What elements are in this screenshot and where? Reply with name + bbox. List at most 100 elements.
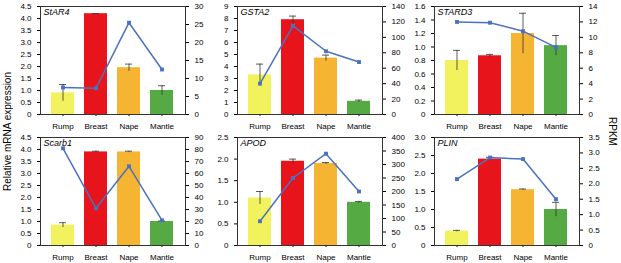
svg-text:3.0: 3.0 [414, 133, 426, 142]
svg-text:150: 150 [392, 201, 406, 210]
svg-text:140: 140 [392, 2, 406, 11]
svg-text:0.5: 0.5 [217, 219, 229, 228]
svg-text:Mantle: Mantle [544, 253, 569, 262]
svg-text:0: 0 [195, 241, 200, 250]
svg-text:400: 400 [392, 133, 406, 142]
svg-text:STARD3: STARD3 [438, 7, 473, 17]
svg-text:70: 70 [195, 157, 204, 166]
svg-text:Rump: Rump [446, 253, 468, 262]
svg-text:200: 200 [392, 187, 406, 196]
svg-text:3.5: 3.5 [20, 26, 32, 35]
svg-text:Mantle: Mantle [347, 253, 372, 262]
svg-text:0.6: 0.6 [414, 70, 426, 79]
svg-text:0: 0 [195, 110, 200, 119]
svg-text:0.8: 0.8 [414, 56, 426, 65]
svg-text:1.0: 1.0 [414, 205, 426, 214]
svg-text:1.5: 1.5 [589, 195, 601, 204]
svg-text:Breast: Breast [84, 122, 108, 131]
svg-text:Breast: Breast [478, 122, 502, 131]
svg-text:2.5: 2.5 [217, 133, 229, 142]
svg-text:1.5: 1.5 [20, 205, 32, 214]
svg-text:2.5: 2.5 [414, 151, 426, 160]
svg-text:Nape: Nape [513, 253, 533, 262]
svg-text:1.5: 1.5 [217, 176, 229, 185]
svg-text:2.0: 2.0 [217, 155, 229, 164]
svg-text:15: 15 [195, 56, 204, 65]
svg-text:0: 0 [589, 110, 594, 119]
svg-text:50: 50 [392, 228, 401, 237]
svg-text:2: 2 [224, 86, 229, 95]
svg-text:0: 0 [27, 110, 32, 119]
svg-text:Nape: Nape [513, 122, 533, 131]
svg-text:Rump: Rump [52, 122, 74, 131]
svg-text:3.0: 3.0 [20, 38, 32, 47]
svg-text:30: 30 [195, 205, 204, 214]
svg-text:3.0: 3.0 [589, 148, 601, 157]
svg-text:2.5: 2.5 [589, 164, 601, 173]
svg-text:4.0: 4.0 [20, 14, 32, 23]
svg-text:1.5: 1.5 [20, 74, 32, 83]
svg-text:2.5: 2.5 [20, 181, 32, 190]
svg-text:40: 40 [195, 193, 204, 202]
svg-text:25: 25 [195, 20, 204, 29]
svg-text:7: 7 [224, 26, 229, 35]
svg-text:GSTA2: GSTA2 [241, 7, 270, 17]
svg-text:1.0: 1.0 [217, 198, 229, 207]
svg-text:60: 60 [195, 169, 204, 178]
svg-text:0: 0 [224, 110, 229, 119]
svg-text:APOD: APOD [240, 138, 267, 148]
svg-text:Rump: Rump [249, 253, 271, 262]
svg-text:0: 0 [589, 241, 594, 250]
svg-text:Rump: Rump [249, 122, 271, 131]
svg-text:80: 80 [195, 145, 204, 154]
svg-text:1.0: 1.0 [20, 86, 32, 95]
svg-text:2.0: 2.0 [20, 62, 32, 71]
svg-text:2.5: 2.5 [20, 50, 32, 59]
svg-text:3.0: 3.0 [20, 169, 32, 178]
svg-text:1.0: 1.0 [589, 210, 601, 219]
svg-text:2: 2 [589, 95, 594, 104]
svg-text:4.5: 4.5 [20, 133, 32, 142]
svg-text:250: 250 [392, 174, 406, 183]
svg-text:StAR4: StAR4 [44, 7, 70, 17]
svg-text:2.0: 2.0 [20, 193, 32, 202]
svg-text:0: 0 [392, 241, 397, 250]
svg-text:50: 50 [195, 181, 204, 190]
svg-text:6: 6 [589, 64, 594, 73]
svg-text:14: 14 [589, 2, 598, 11]
svg-text:350: 350 [392, 147, 406, 156]
svg-text:0: 0 [392, 110, 397, 119]
svg-text:0.2: 0.2 [414, 97, 426, 106]
svg-text:Mantle: Mantle [150, 253, 175, 262]
svg-text:5: 5 [224, 50, 229, 59]
svg-text:80: 80 [392, 48, 401, 57]
svg-text:120: 120 [392, 17, 406, 26]
svg-text:4: 4 [589, 79, 594, 88]
svg-text:1.4: 1.4 [414, 16, 426, 25]
svg-text:Nape: Nape [316, 253, 336, 262]
svg-text:Mantle: Mantle [347, 122, 372, 131]
svg-text:8: 8 [224, 14, 229, 23]
svg-text:9: 9 [224, 2, 229, 11]
svg-text:1.0: 1.0 [20, 217, 32, 226]
svg-text:0: 0 [27, 241, 32, 250]
svg-text:Scarb1: Scarb1 [44, 138, 73, 148]
svg-text:4.5: 4.5 [20, 2, 32, 11]
svg-text:Breast: Breast [84, 253, 108, 262]
svg-text:Breast: Breast [281, 253, 305, 262]
svg-text:Breast: Breast [478, 253, 502, 262]
svg-text:0: 0 [224, 241, 229, 250]
svg-text:3.5: 3.5 [20, 157, 32, 166]
svg-text:90: 90 [195, 133, 204, 142]
svg-text:1.0: 1.0 [414, 43, 426, 52]
svg-text:10: 10 [589, 33, 598, 42]
svg-text:1.5: 1.5 [414, 187, 426, 196]
svg-text:0.5: 0.5 [414, 223, 426, 232]
svg-text:0.5: 0.5 [589, 226, 601, 235]
svg-text:100: 100 [392, 214, 406, 223]
svg-text:0: 0 [421, 241, 426, 250]
svg-text:3.5: 3.5 [589, 133, 601, 142]
svg-text:60: 60 [392, 64, 401, 73]
svg-text:100: 100 [392, 33, 406, 42]
svg-text:30: 30 [195, 2, 204, 11]
